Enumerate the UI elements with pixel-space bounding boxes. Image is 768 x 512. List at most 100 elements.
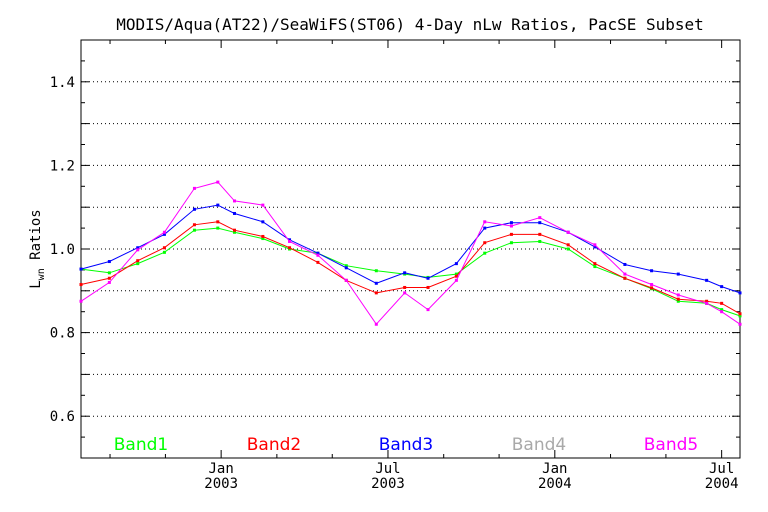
data-point-band5 (426, 308, 430, 312)
data-point-band3 (623, 262, 627, 266)
data-point-band5 (454, 278, 458, 282)
data-point-band2 (593, 262, 597, 266)
data-point-band5 (162, 230, 166, 234)
data-point-band5 (136, 248, 140, 252)
data-point-band2 (316, 260, 320, 264)
data-point-band5 (650, 283, 654, 287)
data-point-band5 (623, 272, 627, 276)
data-point-band3 (650, 269, 654, 273)
data-point-band2 (403, 285, 407, 289)
data-point-band5 (232, 199, 236, 203)
series-line-band1 (80, 227, 741, 317)
data-point-band5 (261, 203, 265, 207)
grid (81, 81, 740, 417)
data-point-band2 (538, 232, 542, 236)
data-point-band1 (232, 230, 236, 234)
y-axis-label-main: L (28, 280, 44, 288)
axis-ticks: 0.60.81.01.21.4Jan2003Jul2003Jan2004Jul2… (50, 40, 740, 492)
legend-entry-band2: Band2 (247, 435, 301, 455)
data-point-band3 (136, 246, 140, 250)
data-point-band2 (566, 243, 570, 247)
series-line-band3 (80, 204, 741, 294)
data-point-band3 (593, 245, 597, 249)
data-point-band2 (720, 301, 724, 305)
legend-entry-band1: Band1 (114, 435, 168, 455)
x-tick-label-year: 2004 (538, 476, 572, 492)
data-point-band2 (454, 274, 458, 278)
data-point-band3 (509, 221, 513, 225)
data-point-band5 (216, 180, 220, 184)
series-line-band2 (80, 221, 741, 315)
data-point-band3 (344, 266, 348, 270)
data-point-band5 (593, 243, 597, 247)
data-point-band5 (288, 239, 292, 243)
y-tick-label: 1.0 (50, 242, 75, 258)
data-point-band1 (374, 269, 378, 273)
data-point-band1 (538, 239, 542, 243)
data-point-band3 (192, 207, 196, 211)
data-point-band2 (136, 259, 140, 263)
data-point-band2 (288, 246, 292, 250)
data-point-band3 (720, 285, 724, 289)
chart-title: MODIS/Aqua(AT22)/SeaWiFS(ST06) 4-Day nLw… (116, 15, 704, 34)
data-point-band3 (232, 211, 236, 215)
data-point-band1 (162, 250, 166, 254)
y-tick-label: 1.2 (50, 158, 75, 174)
data-point-band1 (192, 228, 196, 232)
data-point-band1 (509, 241, 513, 245)
data-point-band3 (426, 276, 430, 280)
data-point-band3 (288, 238, 292, 242)
data-point-band3 (738, 291, 742, 295)
x-tick-label-year: 2004 (705, 476, 739, 492)
data-point-band2 (232, 228, 236, 232)
data-point-band5 (316, 253, 320, 257)
data-point-band5 (344, 278, 348, 282)
data-point-band1 (136, 262, 140, 266)
data-point-band2 (676, 297, 680, 301)
y-axis-label: Lwn Ratios (28, 209, 47, 289)
data-point-band2 (738, 312, 742, 316)
data-point-band1 (261, 237, 265, 241)
data-point-band3 (162, 232, 166, 236)
series-line-band5 (80, 181, 741, 326)
data-point-band5 (720, 310, 724, 314)
data-point-band3 (403, 271, 407, 275)
data-point-band1 (344, 264, 348, 268)
data-point-band3 (483, 226, 487, 230)
y-axis-label-rest: Ratios (28, 209, 44, 268)
data-point-band2 (192, 223, 196, 227)
data-point-band3 (316, 251, 320, 255)
series-group (79, 180, 742, 326)
data-point-band3 (216, 203, 220, 207)
data-point-band5 (483, 220, 487, 224)
data-point-band3 (705, 278, 709, 282)
data-point-band3 (538, 221, 542, 225)
data-point-band3 (374, 281, 378, 285)
x-tick-label-month: Jan (542, 461, 567, 477)
data-point-band5 (676, 293, 680, 297)
y-tick-label: 0.6 (50, 409, 75, 425)
data-point-band2 (107, 276, 111, 280)
data-point-band2 (374, 291, 378, 295)
legend-entry-band3: Band3 (379, 435, 433, 455)
data-point-band5 (738, 322, 742, 326)
data-point-band1 (483, 251, 487, 255)
data-point-band1 (566, 247, 570, 251)
data-point-band1 (676, 299, 680, 303)
legend-entry-band4: Band4 (512, 435, 566, 455)
data-point-band2 (705, 299, 709, 303)
data-point-band2 (79, 283, 83, 287)
data-point-band3 (79, 267, 83, 271)
data-point-band5 (509, 224, 513, 228)
data-point-band3 (107, 260, 111, 264)
data-point-band5 (403, 291, 407, 295)
x-tick-label-month: Jul (375, 461, 400, 477)
data-point-band5 (566, 230, 570, 234)
data-point-band1 (107, 271, 111, 275)
data-point-band2 (261, 234, 265, 238)
x-tick-label-month: Jul (709, 461, 734, 477)
data-point-band5 (538, 216, 542, 220)
data-point-band1 (454, 272, 458, 276)
